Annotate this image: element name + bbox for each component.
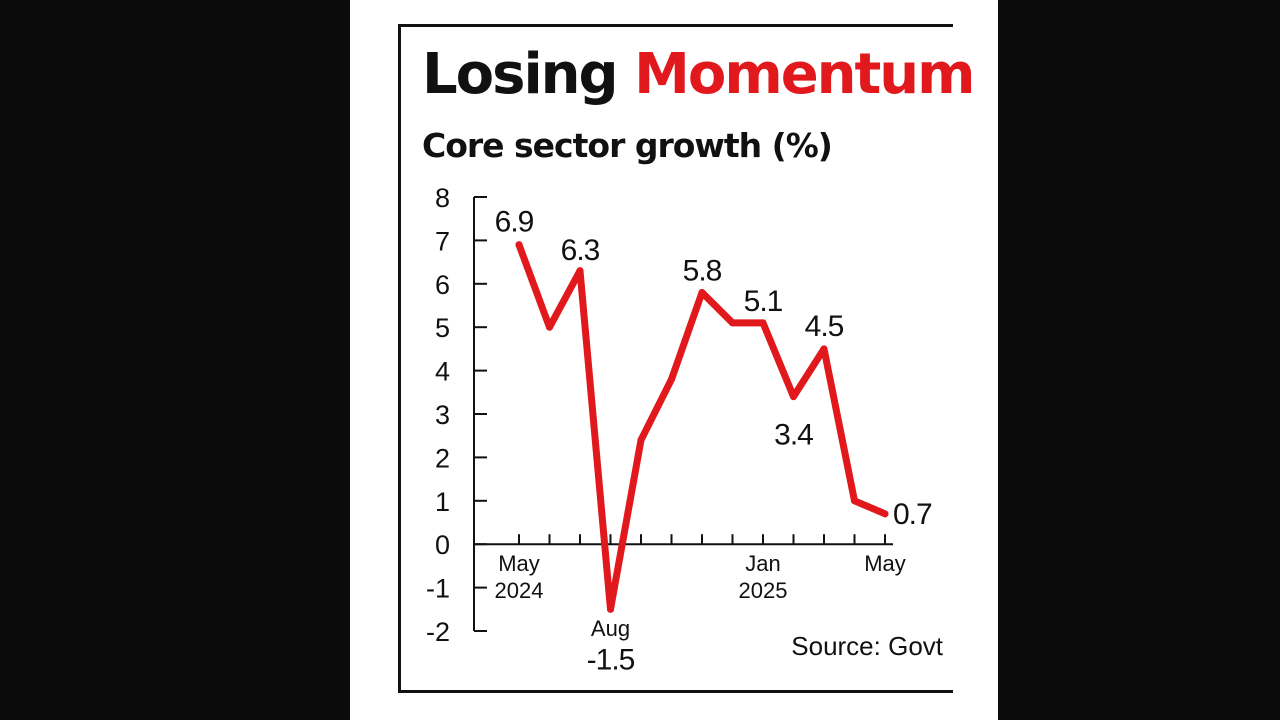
y-tick-label: -2: [426, 617, 450, 647]
data-label: -1.5: [587, 643, 635, 676]
x-tick-label-line: May: [498, 551, 540, 576]
data-points: [515, 241, 889, 613]
data-point: [759, 319, 767, 327]
data-label: 0.7: [893, 498, 932, 531]
data-point: [546, 323, 553, 331]
data-point: [607, 605, 614, 613]
y-tick-label: 1: [435, 487, 450, 517]
y-ticks: 8 7 6 5 4 3 2 1 0 -1 -2: [426, 183, 487, 647]
y-tick-label: 2: [435, 443, 450, 473]
y-tick-label: 4: [435, 357, 450, 387]
data-point: [637, 436, 645, 444]
data-point: [668, 375, 675, 383]
series-line: [515, 241, 889, 613]
y-tick-label: 8: [435, 183, 450, 213]
data-point: [790, 393, 797, 401]
y-tick-label: 6: [435, 270, 450, 300]
chart-panel: Losing Momentum Core sector growth (%) 8…: [350, 0, 998, 720]
data-label: 5.8: [683, 254, 722, 287]
data-point: [820, 345, 828, 353]
x-tick-label: Aug: [591, 616, 630, 641]
y-tick-label: -1: [426, 574, 450, 604]
data-label: 6.3: [561, 234, 600, 267]
x-tick-label: May: [864, 551, 906, 576]
y-tick-label: 0: [435, 530, 450, 560]
chart-subtitle: Core sector growth (%): [422, 126, 833, 165]
data-label: 5.1: [744, 285, 783, 318]
x-tick-label: Jan 2025: [739, 551, 788, 603]
x-tick-label-line: 2025: [739, 578, 788, 603]
data-point: [881, 510, 889, 518]
x-tick-label-line: Aug: [591, 616, 630, 641]
data-point: [698, 288, 706, 296]
y-tick-label: 7: [435, 226, 450, 256]
data-label: 4.5: [805, 310, 844, 343]
data-point: [576, 267, 584, 275]
x-tick-label-line: Jan: [745, 551, 780, 576]
y-tick-label: 3: [435, 400, 450, 430]
x-tick-label-line: 2024: [495, 578, 544, 603]
x-tick-label: May 2024: [495, 551, 544, 603]
data-labels: 6.9 6.3 -1.5 5.8 5.1 3.4 4.5 0.7: [495, 206, 933, 677]
data-point: [729, 319, 736, 327]
chart-title: Losing Momentum: [422, 40, 976, 110]
data-label: 3.4: [774, 419, 813, 452]
title-part-2: Momentum: [634, 42, 975, 107]
source-note: Source: Govt: [791, 631, 944, 661]
data-point: [515, 241, 523, 249]
y-tick-label: 5: [435, 313, 450, 343]
data-label: 6.9: [495, 206, 534, 239]
data-point: [851, 497, 858, 505]
chart-frame: [398, 24, 953, 693]
x-tick-label-line: May: [864, 551, 906, 576]
title-part-1: Losing: [422, 42, 635, 107]
